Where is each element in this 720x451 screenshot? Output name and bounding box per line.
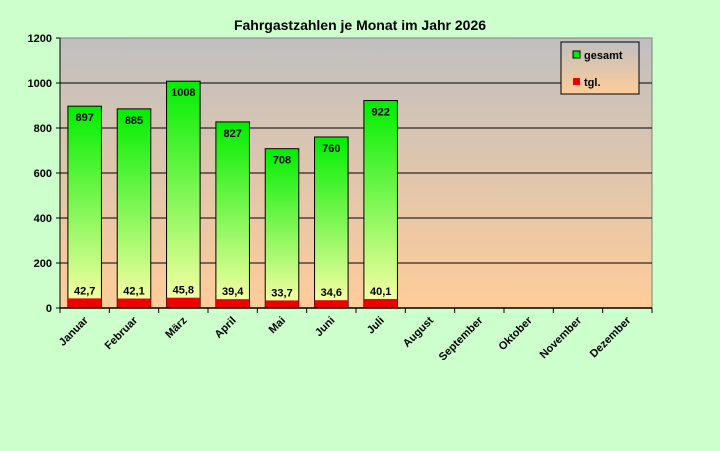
x-tick-label: Januar — [57, 314, 92, 349]
bar-gesamt — [67, 105, 102, 309]
data-label-gesamt: 897 — [75, 112, 93, 124]
data-label-gesamt: 1008 — [171, 87, 195, 99]
chart-title: Fahrgastzahlen je Monat im Jahr 2026 — [234, 17, 486, 33]
bar-gesamt — [116, 108, 152, 309]
data-label-tgl: 42,1 — [123, 286, 144, 298]
legend-swatch-gesamt — [572, 50, 581, 59]
y-tick-label: 0 — [46, 303, 52, 315]
legend-label-tgl: tgl. — [584, 77, 601, 89]
data-label-gesamt: 885 — [125, 115, 143, 127]
bar-tgl — [215, 299, 250, 308]
x-tick-label: Oktober — [496, 314, 535, 353]
data-label-tgl: 40,1 — [370, 286, 391, 298]
data-label-tgl: 34,6 — [321, 287, 342, 299]
y-tick-label: 1000 — [28, 78, 52, 90]
data-label-gesamt: 708 — [273, 155, 291, 167]
bar-tgl — [314, 300, 349, 308]
x-tick-label: Dezember — [588, 314, 634, 360]
x-tick-label: November — [538, 314, 585, 361]
x-tick-label: Juni — [313, 315, 337, 339]
bar-gesamt — [166, 80, 201, 309]
data-label-tgl: 39,4 — [222, 286, 244, 298]
x-tick-label: Juli — [365, 315, 387, 337]
y-tick-label: 800 — [34, 123, 52, 135]
x-tick-label: Februar — [103, 314, 141, 352]
x-tick-label: September — [437, 314, 486, 363]
legend: gesamt tgl. — [560, 41, 640, 95]
data-label-tgl: 42,7 — [74, 285, 95, 297]
bar-gesamt — [314, 136, 349, 309]
y-tick-label: 400 — [34, 213, 52, 225]
data-label-gesamt: 922 — [371, 107, 389, 119]
bar-tgl — [67, 298, 102, 308]
bar-gesamt — [363, 100, 398, 309]
data-label-tgl: 33,7 — [271, 287, 292, 299]
y-tick-label: 1200 — [28, 33, 52, 45]
x-tick-label: April — [213, 315, 239, 341]
data-label-gesamt: 760 — [322, 143, 340, 155]
legend-swatch-tgl — [573, 78, 580, 85]
bar-tgl — [265, 300, 299, 308]
bar-tgl — [166, 297, 201, 308]
y-tick-label: 600 — [34, 168, 52, 180]
x-tick-label: März — [163, 314, 190, 341]
bar-tgl — [117, 298, 151, 308]
data-label-tgl: 45,8 — [173, 285, 194, 297]
legend-label-gesamt: gesamt — [584, 50, 623, 62]
y-tick-label: 200 — [34, 258, 52, 270]
bar-gesamt — [264, 148, 300, 309]
bar-tgl — [363, 298, 398, 308]
bar-gesamt — [215, 121, 250, 309]
x-tick-label: August — [401, 314, 437, 350]
x-tick-label: Mai — [267, 315, 288, 336]
data-label-gesamt: 827 — [223, 128, 241, 140]
